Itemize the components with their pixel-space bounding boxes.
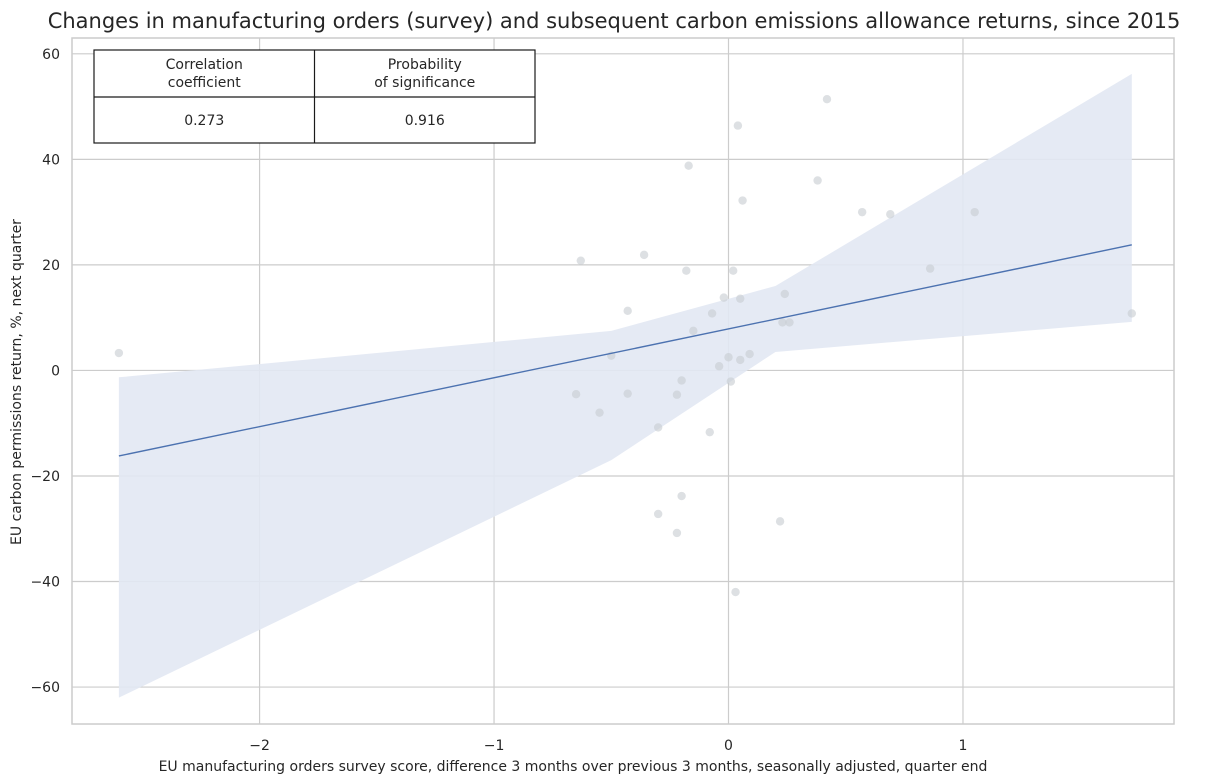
- data-point: [731, 587, 740, 597]
- data-point: [780, 289, 789, 299]
- data-point: [719, 293, 729, 302]
- confidence-band-group: [118, 73, 1132, 698]
- data-point: [684, 161, 693, 170]
- table-value-cell: 0.916: [405, 113, 445, 129]
- data-point: [705, 427, 714, 437]
- data-point: [886, 210, 895, 219]
- data-point: [736, 294, 745, 303]
- data-point: [689, 326, 698, 336]
- y-tick-label: 0: [51, 363, 60, 379]
- data-point: [778, 318, 787, 327]
- data-point: [745, 349, 754, 359]
- x-tick-label: −2: [249, 738, 270, 754]
- y-tick-label: 20: [42, 258, 60, 274]
- data-point: [736, 355, 745, 365]
- regression-line-group: [118, 244, 1132, 457]
- data-point: [653, 509, 663, 519]
- table-header-cell: Correlation: [166, 57, 243, 73]
- data-point: [672, 390, 682, 399]
- x-tick-label: 1: [959, 738, 968, 754]
- data-point: [677, 376, 686, 385]
- data-point: [623, 389, 632, 398]
- data-point: [707, 309, 717, 318]
- data-point: [925, 264, 935, 273]
- data-point: [714, 362, 724, 371]
- table-header-cell: of significance: [374, 75, 475, 91]
- x-ticks: −2 −1 0 1: [249, 738, 967, 754]
- y-ticks: −60 −40 −20 0 20 40 60: [30, 47, 60, 696]
- y-axis-label: EU carbon permissions return, %, next qu…: [9, 219, 25, 545]
- table-value-cell: 0.273: [184, 113, 224, 129]
- confidence-band: [118, 73, 1132, 698]
- data-point: [595, 408, 604, 417]
- data-point: [682, 266, 691, 275]
- x-axis-label: EU manufacturing orders survey score, di…: [159, 759, 988, 775]
- x-tick-label: −1: [484, 738, 505, 754]
- data-point: [785, 318, 794, 327]
- stats-table: Correlation coefficient Probability of sign…: [93, 49, 536, 144]
- data-point: [571, 389, 581, 399]
- x-tick-label: 0: [724, 738, 733, 754]
- data-point: [813, 176, 822, 185]
- data-point: [733, 121, 743, 130]
- chart-title: Changes in manufacturing orders (survey)…: [48, 9, 1181, 33]
- table-header-cell: Probability: [388, 57, 462, 73]
- data-point: [822, 95, 832, 104]
- data-point: [729, 266, 738, 275]
- y-tick-label: 40: [42, 152, 60, 168]
- y-tick-label: −40: [30, 575, 60, 591]
- data-point: [726, 377, 736, 386]
- data-point: [775, 517, 785, 526]
- data-point: [857, 207, 867, 217]
- data-point: [677, 491, 686, 501]
- data-point: [653, 423, 663, 432]
- data-point: [738, 196, 747, 205]
- y-tick-label: −20: [30, 469, 60, 485]
- y-tick-label: 60: [42, 47, 60, 63]
- data-point: [970, 207, 979, 217]
- data-point: [724, 353, 733, 362]
- scatter-points: [114, 95, 1136, 597]
- data-point: [114, 348, 124, 358]
- data-point: [672, 528, 682, 538]
- plot-frame: [71, 37, 1175, 725]
- data-point: [623, 306, 632, 316]
- data-point: [639, 250, 649, 260]
- data-point: [1127, 309, 1136, 318]
- data-point: [576, 256, 585, 265]
- regression-line: [118, 244, 1132, 457]
- y-tick-label: −60: [30, 680, 60, 696]
- table-header-cell: coefficient: [168, 75, 241, 91]
